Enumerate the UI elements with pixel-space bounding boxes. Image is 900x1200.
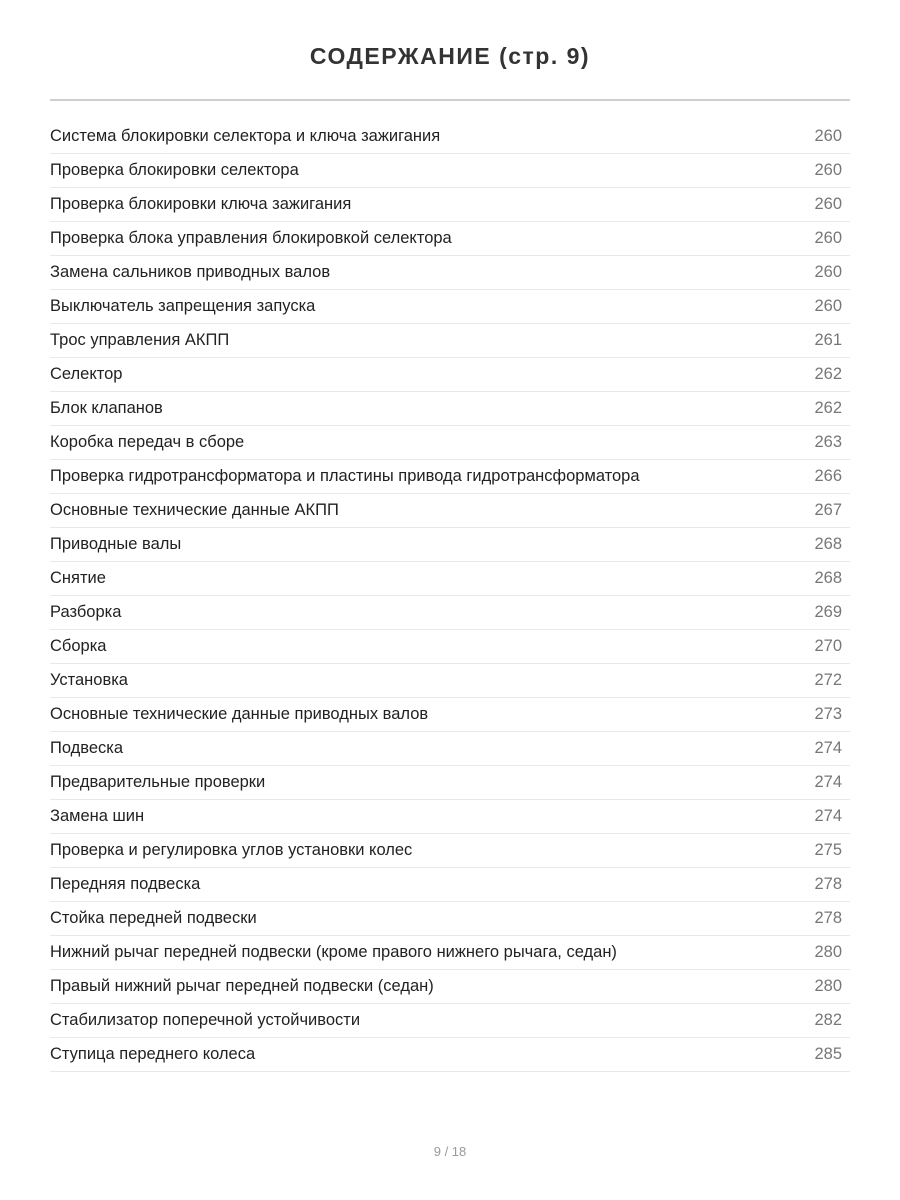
toc-entry[interactable]: Нижний рычаг передней подвески (кроме пр…	[50, 936, 850, 970]
toc-entry[interactable]: Проверка гидротрансформатора и пластины …	[50, 460, 850, 494]
toc-entry[interactable]: Замена шин 274	[50, 800, 850, 834]
toc-entry-page: 278	[814, 909, 842, 927]
toc-entry[interactable]: Коробка передач в сборе 263	[50, 426, 850, 460]
toc-entry-page: 275	[814, 841, 842, 859]
toc-entry[interactable]: Разборка 269	[50, 596, 850, 630]
toc-entry-page: 260	[814, 229, 842, 247]
toc-entry-page: 272	[814, 671, 842, 689]
toc-entry-title: Трос управления АКПП	[50, 331, 230, 349]
toc-entry[interactable]: Сборка 270	[50, 630, 850, 664]
toc-entry-title: Проверка и регулировка углов установки к…	[50, 841, 413, 859]
toc-entry-title: Сборка	[50, 637, 107, 655]
toc-entry-page: 280	[814, 943, 842, 961]
toc-entry-title: Замена сальников приводных валов	[50, 263, 331, 281]
toc-entry[interactable]: Снятие 268	[50, 562, 850, 596]
toc-entry-page: 280	[814, 977, 842, 995]
toc-entry-page: 260	[814, 127, 842, 145]
toc-entry-title: Выключатель запрещения запуска	[50, 297, 316, 315]
toc-entry-title: Система блокировки селектора и ключа заж…	[50, 127, 441, 145]
divider	[50, 99, 850, 101]
toc-entry[interactable]: Проверка и регулировка углов установки к…	[50, 834, 850, 868]
toc-entry-page: 262	[814, 399, 842, 417]
toc-entry[interactable]: Приводные валы 268	[50, 528, 850, 562]
toc-entry-page: 268	[814, 569, 842, 587]
toc-entry-page: 267	[814, 501, 842, 519]
toc-entry-page: 273	[814, 705, 842, 723]
toc-entry[interactable]: Трос управления АКПП 261	[50, 324, 850, 358]
toc-entry[interactable]: Правый нижний рычаг передней подвески (с…	[50, 970, 850, 1004]
page-indicator: 9 / 18	[433, 1144, 467, 1159]
toc-entry[interactable]: Проверка блокировки ключа зажигания 260	[50, 188, 850, 222]
toc-entry-title: Снятие	[50, 569, 106, 587]
toc-entry-page: 268	[814, 535, 842, 553]
toc-entry[interactable]: Подвеска 274	[50, 732, 850, 766]
toc-entry-page: 269	[814, 603, 842, 621]
toc-entry[interactable]: Основные технические данные АКПП 267	[50, 494, 850, 528]
toc-entry[interactable]: Стабилизатор поперечной устойчивости 282	[50, 1004, 850, 1038]
toc-entry-title: Ступица переднего колеса	[50, 1045, 256, 1063]
toc-entry-title: Проверка блокировки ключа зажигания	[50, 195, 352, 213]
toc-entry-title: Передняя подвеска	[50, 875, 201, 893]
toc-entry-title: Установка	[50, 671, 128, 689]
toc-entry-title: Основные технические данные АКПП	[50, 501, 339, 519]
toc-entry-page: 266	[814, 467, 842, 485]
toc-entry-title: Подвеска	[50, 739, 124, 757]
toc-entry-page: 274	[814, 773, 842, 791]
toc-entry-page: 261	[814, 331, 842, 349]
toc-entry[interactable]: Система блокировки селектора и ключа заж…	[50, 120, 850, 154]
toc-entry[interactable]: Предварительные проверки 274	[50, 766, 850, 800]
toc-entry[interactable]: Проверка блокировки селектора 260	[50, 154, 850, 188]
toc-entry-title: Приводные валы	[50, 535, 182, 553]
toc-entry[interactable]: Установка 272	[50, 664, 850, 698]
toc-entry-title: Разборка	[50, 603, 122, 621]
toc-entry-title: Замена шин	[50, 807, 145, 825]
toc-entry-title: Проверка блокировки селектора	[50, 161, 299, 179]
toc-entry-title: Стойка передней подвески	[50, 909, 257, 927]
toc-entry-page: 282	[814, 1011, 842, 1029]
toc-entry-page: 262	[814, 365, 842, 383]
toc-entry-page: 278	[814, 875, 842, 893]
toc-entry[interactable]: Селектор 262	[50, 358, 850, 392]
toc-list: Система блокировки селектора и ключа заж…	[50, 120, 850, 1072]
toc-entry-page: 274	[814, 807, 842, 825]
toc-entry-title: Основные технические данные приводных ва…	[50, 705, 429, 723]
toc-entry[interactable]: Замена сальников приводных валов 260	[50, 256, 850, 290]
toc-entry-title: Проверка гидротрансформатора и пластины …	[50, 467, 640, 485]
toc-entry-page: 260	[814, 263, 842, 281]
toc-entry-title: Предварительные проверки	[50, 773, 266, 791]
toc-entry-page: 263	[814, 433, 842, 451]
toc-entry-title: Селектор	[50, 365, 123, 383]
page-title: СОДЕРЖАНИЕ (стр. 9)	[309, 43, 591, 69]
toc-entry[interactable]: Основные технические данные приводных ва…	[50, 698, 850, 732]
toc-entry-title: Нижний рычаг передней подвески (кроме пр…	[50, 943, 617, 961]
toc-entry[interactable]: Передняя подвеска 278	[50, 868, 850, 902]
toc-entry[interactable]: Блок клапанов 262	[50, 392, 850, 426]
toc-entry-title: Проверка блока управления блокировкой се…	[50, 229, 452, 247]
toc-entry[interactable]: Выключатель запрещения запуска 260	[50, 290, 850, 324]
toc-entry-page: 274	[814, 739, 842, 757]
toc-entry-title: Правый нижний рычаг передней подвески (с…	[50, 977, 434, 995]
toc-entry[interactable]: Проверка блока управления блокировкой се…	[50, 222, 850, 256]
toc-entry-page: 260	[814, 195, 842, 213]
toc-entry-page: 285	[814, 1045, 842, 1063]
toc-entry-page: 260	[814, 297, 842, 315]
toc-entry-page: 260	[814, 161, 842, 179]
toc-entry-title: Коробка передач в сборе	[50, 433, 245, 451]
toc-entry[interactable]: Стойка передней подвески 278	[50, 902, 850, 936]
toc-entry-title: Блок клапанов	[50, 399, 163, 417]
toc-entry-title: Стабилизатор поперечной устойчивости	[50, 1011, 361, 1029]
toc-entry[interactable]: Ступица переднего колеса 285	[50, 1038, 850, 1072]
toc-entry-page: 270	[814, 637, 842, 655]
